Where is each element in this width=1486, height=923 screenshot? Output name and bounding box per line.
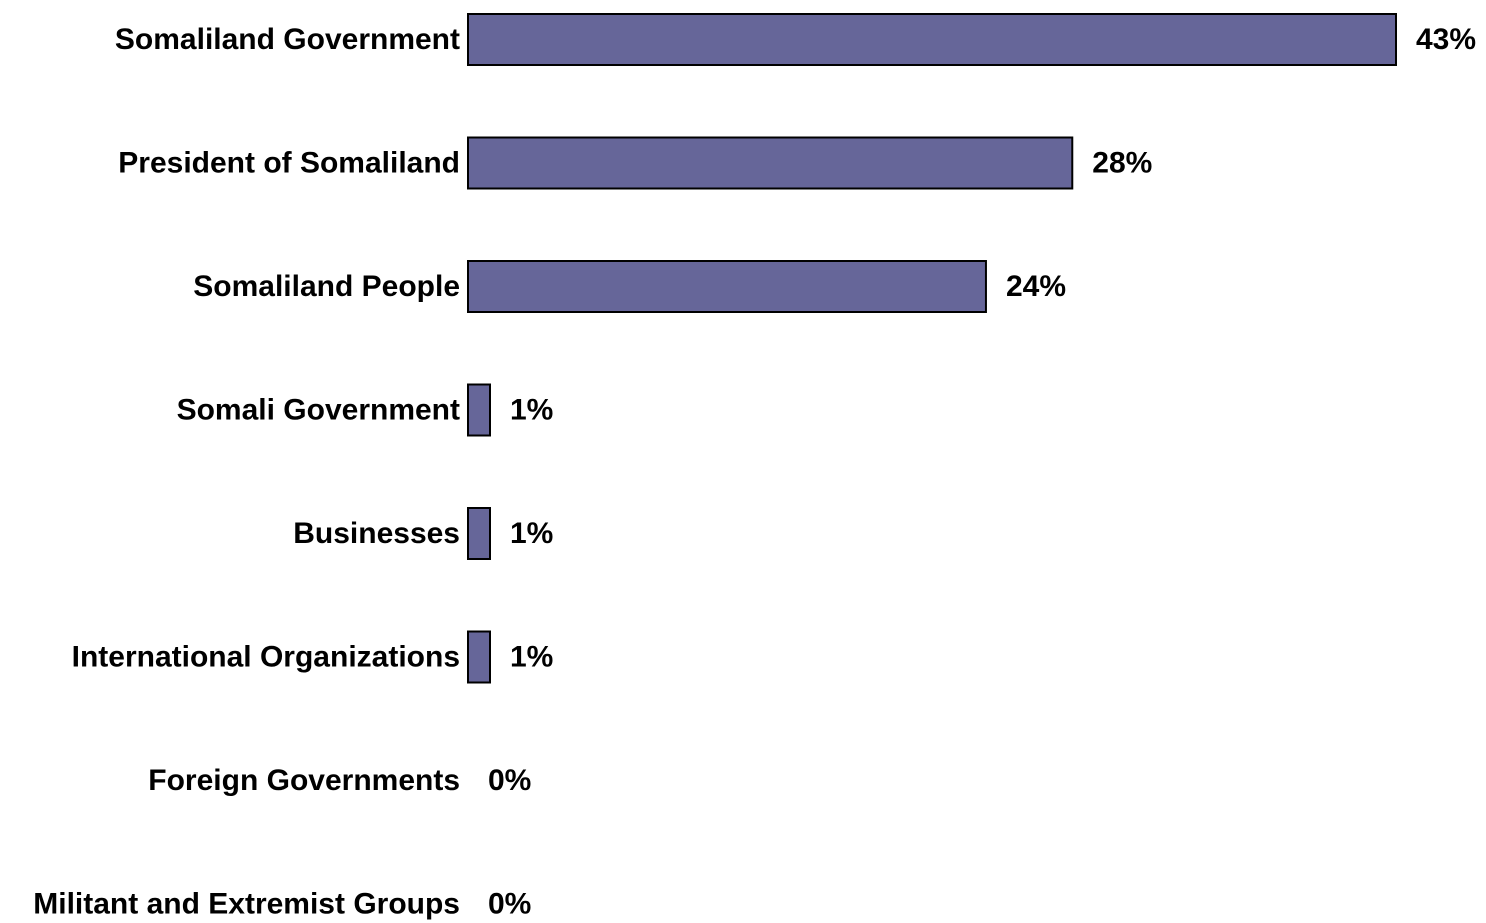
category-label: Somali Government — [177, 394, 460, 427]
value-labels: 43% 28% 24% 1% 1% 1% 0% 0% — [488, 23, 1476, 921]
value-label: 1% — [510, 394, 553, 427]
category-labels: Somaliland Government President of Somali… — [33, 23, 460, 921]
category-label: Somaliland People — [193, 270, 460, 303]
bar — [467, 13, 1397, 66]
category-label: Foreign Governments — [148, 764, 460, 797]
category-label: President of Somaliland — [118, 147, 460, 180]
value-label: 0% — [488, 764, 531, 797]
category-label: Businesses — [293, 517, 460, 550]
value-label: 1% — [510, 517, 553, 550]
value-label: 24% — [1006, 270, 1066, 303]
bar — [467, 260, 987, 313]
bar — [467, 383, 491, 437]
value-label: 0% — [488, 888, 531, 921]
value-label: 28% — [1092, 147, 1152, 180]
category-label: International Organizations — [72, 641, 460, 674]
value-label: 1% — [510, 641, 553, 674]
bars-layer — [467, 13, 1397, 684]
bar — [467, 630, 491, 684]
category-label: Militant and Extremist Groups — [33, 888, 460, 921]
bar — [467, 507, 491, 560]
category-label: Somaliland Government — [115, 23, 460, 56]
bar — [467, 136, 1074, 190]
value-label: 43% — [1416, 23, 1476, 56]
